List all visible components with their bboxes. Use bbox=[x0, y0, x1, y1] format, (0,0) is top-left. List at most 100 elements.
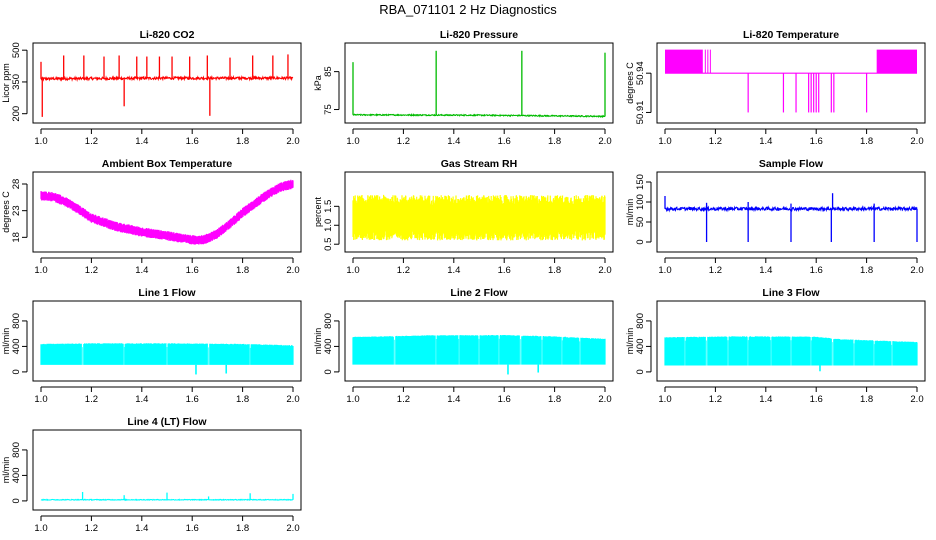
y-axis: 0 400 800 bbox=[323, 313, 340, 375]
y-tick-label: 18 bbox=[11, 232, 22, 243]
y-axis-label: ml/min bbox=[1, 328, 11, 355]
x-tick-label: 1.0 bbox=[34, 136, 47, 147]
plot-frame bbox=[344, 171, 614, 253]
y-axis: 18 23 28 bbox=[11, 179, 28, 243]
x-tick-label: 1.6 bbox=[810, 394, 823, 405]
x-tick-label: 1.2 bbox=[709, 136, 722, 147]
x-tick-label: 1.0 bbox=[658, 265, 671, 276]
x-tick-label: 1.2 bbox=[709, 394, 722, 405]
panel-title: Line 3 Flow bbox=[762, 287, 820, 299]
panel-title: Sample Flow bbox=[759, 158, 824, 170]
y-tick-label: 500 bbox=[11, 42, 22, 58]
series-9 bbox=[40, 491, 294, 502]
panel-2: Li-820 Temperature 1.0 1.2 1.4 1.6 1.8 2.0 50.9… bbox=[625, 29, 926, 147]
y-axis-label: ml/min bbox=[1, 457, 11, 484]
plot-frame bbox=[656, 300, 926, 382]
y-tick-label: 85 bbox=[323, 66, 334, 77]
x-tick-label: 1.2 bbox=[85, 394, 98, 405]
plot-frame bbox=[344, 300, 614, 382]
x-tick-label: 2.0 bbox=[286, 523, 299, 534]
plot-frame bbox=[32, 429, 302, 511]
y-tick-label: 0 bbox=[635, 239, 646, 244]
x-tick-label: 2.0 bbox=[286, 136, 299, 147]
x-tick-label: 1.6 bbox=[498, 136, 511, 147]
x-tick-label: 1.0 bbox=[34, 394, 47, 405]
panel-title: Line 2 Flow bbox=[450, 287, 508, 299]
series-4 bbox=[352, 194, 606, 241]
x-tick-label: 1.2 bbox=[85, 265, 98, 276]
y-axis-label: ml/min bbox=[625, 199, 635, 226]
y-axis: 200 350 500 bbox=[11, 42, 28, 122]
x-tick-label: 1.8 bbox=[860, 394, 873, 405]
series-line bbox=[352, 113, 606, 119]
panel-title: Ambient Box Temperature bbox=[102, 158, 233, 170]
x-tick-label: 2.0 bbox=[910, 136, 923, 147]
panel-title: Line 1 Flow bbox=[138, 287, 196, 299]
y-axis: 0 400 800 bbox=[11, 442, 28, 504]
series-flow bbox=[40, 343, 294, 365]
plot-frame bbox=[344, 42, 614, 124]
x-tick-label: 1.6 bbox=[186, 136, 199, 147]
y-tick-label: 0.5 bbox=[323, 238, 334, 251]
plot-frame bbox=[32, 171, 302, 253]
y-tick-label: 400 bbox=[635, 338, 646, 354]
x-tick-label: 1.4 bbox=[135, 136, 148, 147]
series-3 bbox=[40, 179, 294, 245]
x-tick-label: 1.2 bbox=[85, 136, 98, 147]
plot-frame bbox=[32, 300, 302, 382]
x-axis: 1.0 1.2 1.4 1.6 1.8 2.0 bbox=[658, 257, 924, 276]
y-axis: 0 400 800 bbox=[11, 313, 28, 375]
y-tick-label: 1.0 bbox=[323, 219, 334, 232]
x-tick-label: 1.0 bbox=[658, 136, 671, 147]
x-tick-label: 1.2 bbox=[709, 265, 722, 276]
x-tick-label: 1.6 bbox=[186, 265, 199, 276]
y-tick-label: 28 bbox=[11, 179, 22, 190]
panel-9: Line 4 (LT) Flow 1.0 1.2 1.4 1.6 1.8 2.0 0 400 80… bbox=[1, 416, 302, 534]
x-axis: 1.0 1.2 1.4 1.6 1.8 2.0 bbox=[346, 257, 612, 276]
y-tick-label: 0 bbox=[11, 369, 22, 374]
x-tick-label: 1.8 bbox=[860, 265, 873, 276]
y-tick-label: 400 bbox=[11, 338, 22, 354]
series-flow bbox=[352, 335, 606, 365]
x-axis: 1.0 1.2 1.4 1.6 1.8 2.0 bbox=[34, 128, 300, 147]
y-axis-label: Licor ppm bbox=[1, 63, 11, 103]
y-tick-label: 350 bbox=[11, 74, 22, 90]
y-tick-label: 0 bbox=[323, 369, 334, 374]
x-tick-label: 1.4 bbox=[135, 523, 148, 534]
y-tick-label: 400 bbox=[323, 338, 334, 354]
x-tick-label: 1.0 bbox=[346, 136, 359, 147]
panel-title: Li-820 CO2 bbox=[140, 29, 195, 41]
y-axis: 0 400 800 bbox=[635, 313, 652, 375]
y-tick-label: 150 bbox=[635, 174, 646, 190]
x-tick-label: 2.0 bbox=[910, 265, 923, 276]
x-tick-label: 1.8 bbox=[548, 136, 561, 147]
series-5 bbox=[664, 193, 918, 242]
x-tick-label: 2.0 bbox=[598, 394, 611, 405]
panel-6: Line 1 Flow 1.0 1.2 1.4 1.6 1.8 2.0 0 400 800ml/m… bbox=[1, 287, 302, 405]
panel-title: Gas Stream RH bbox=[441, 158, 517, 170]
x-tick-label: 2.0 bbox=[286, 265, 299, 276]
x-tick-label: 2.0 bbox=[598, 265, 611, 276]
series-6 bbox=[40, 343, 294, 375]
x-tick-label: 1.4 bbox=[135, 394, 148, 405]
x-tick-label: 1.4 bbox=[759, 394, 772, 405]
x-axis: 1.0 1.2 1.4 1.6 1.8 2.0 bbox=[658, 128, 924, 147]
y-tick-label: 800 bbox=[11, 442, 22, 458]
y-tick-label: 0 bbox=[635, 369, 646, 374]
x-tick-label: 2.0 bbox=[598, 136, 611, 147]
x-tick-label: 1.2 bbox=[85, 523, 98, 534]
y-axis: 50.91 50.94 bbox=[635, 61, 652, 124]
series-line bbox=[40, 74, 294, 82]
panel-8: Line 3 Flow 1.0 1.2 1.4 1.6 1.8 2.0 0 400 800ml/m… bbox=[625, 287, 926, 405]
y-axis-label: ml/min bbox=[313, 328, 323, 355]
y-tick-label: 100 bbox=[635, 194, 646, 210]
panel-title: Li-820 Pressure bbox=[440, 29, 518, 41]
series-flow bbox=[664, 336, 918, 366]
y-tick-label: 1.5 bbox=[323, 200, 334, 213]
y-axis: 0.5 1.0 1.5 bbox=[323, 200, 340, 251]
panel-title: Line 4 (LT) Flow bbox=[127, 416, 207, 428]
y-tick-label: 800 bbox=[635, 313, 646, 329]
series-2 bbox=[665, 49, 917, 113]
x-axis: 1.0 1.2 1.4 1.6 1.8 2.0 bbox=[658, 386, 924, 405]
x-tick-label: 1.6 bbox=[186, 523, 199, 534]
